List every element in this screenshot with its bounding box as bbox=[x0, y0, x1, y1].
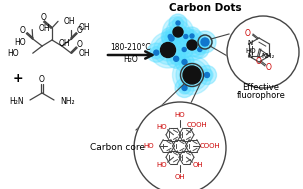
Text: O: O bbox=[245, 29, 251, 37]
Text: HO: HO bbox=[7, 49, 19, 58]
Circle shape bbox=[198, 35, 212, 50]
Text: H₂O: H₂O bbox=[124, 56, 138, 64]
Circle shape bbox=[183, 27, 201, 45]
Circle shape bbox=[162, 29, 181, 48]
Text: O: O bbox=[39, 75, 45, 84]
Circle shape bbox=[198, 66, 217, 84]
Circle shape bbox=[169, 23, 187, 40]
Text: 180-210°C: 180-210°C bbox=[111, 43, 151, 51]
Text: O: O bbox=[77, 26, 83, 35]
Circle shape bbox=[168, 35, 172, 39]
Circle shape bbox=[177, 29, 208, 60]
Text: Carbon core: Carbon core bbox=[91, 143, 145, 153]
Circle shape bbox=[150, 47, 162, 59]
Text: O: O bbox=[255, 57, 261, 67]
Circle shape bbox=[184, 36, 201, 53]
Text: HO: HO bbox=[156, 124, 167, 130]
Circle shape bbox=[187, 30, 198, 42]
Circle shape bbox=[182, 85, 187, 91]
Circle shape bbox=[201, 69, 213, 81]
Circle shape bbox=[173, 27, 183, 37]
Circle shape bbox=[172, 56, 211, 94]
Circle shape bbox=[154, 50, 159, 55]
Circle shape bbox=[180, 31, 191, 42]
Circle shape bbox=[169, 14, 187, 32]
Circle shape bbox=[170, 53, 182, 65]
Circle shape bbox=[176, 59, 208, 91]
Circle shape bbox=[190, 34, 194, 38]
Text: OH: OH bbox=[59, 39, 71, 47]
Text: H₂N: H₂N bbox=[9, 98, 24, 106]
Text: O: O bbox=[40, 13, 46, 22]
Circle shape bbox=[184, 35, 188, 39]
Text: fluorophore: fluorophore bbox=[237, 91, 285, 99]
Text: +: + bbox=[13, 71, 23, 84]
Text: O: O bbox=[266, 63, 272, 71]
Circle shape bbox=[175, 78, 194, 98]
Circle shape bbox=[176, 21, 180, 25]
Circle shape bbox=[165, 31, 176, 42]
Text: OH: OH bbox=[38, 24, 50, 33]
Circle shape bbox=[167, 49, 186, 68]
Circle shape bbox=[227, 16, 299, 88]
Text: COOH: COOH bbox=[187, 122, 208, 128]
Text: OH: OH bbox=[78, 23, 90, 32]
Text: OH: OH bbox=[64, 17, 76, 26]
Circle shape bbox=[174, 56, 179, 61]
Circle shape bbox=[161, 28, 179, 46]
Text: HO: HO bbox=[14, 38, 26, 46]
Text: N: N bbox=[247, 40, 252, 46]
Circle shape bbox=[177, 28, 195, 46]
Text: HO: HO bbox=[144, 143, 154, 149]
Circle shape bbox=[179, 63, 205, 88]
Circle shape bbox=[165, 33, 178, 45]
Text: HO: HO bbox=[175, 112, 185, 118]
Text: COOH: COOH bbox=[200, 143, 220, 149]
Circle shape bbox=[182, 47, 186, 51]
Circle shape bbox=[157, 39, 179, 61]
Text: O: O bbox=[77, 40, 83, 49]
Circle shape bbox=[183, 66, 201, 84]
Text: HO: HO bbox=[245, 48, 256, 54]
Text: N: N bbox=[247, 53, 252, 59]
Text: O: O bbox=[20, 26, 26, 35]
Circle shape bbox=[178, 56, 191, 68]
Circle shape bbox=[194, 44, 205, 55]
Circle shape bbox=[134, 102, 226, 189]
Text: NH₂: NH₂ bbox=[60, 98, 75, 106]
Circle shape bbox=[180, 33, 204, 57]
Circle shape bbox=[175, 40, 193, 59]
Circle shape bbox=[162, 16, 194, 47]
Circle shape bbox=[154, 36, 182, 64]
Text: OH: OH bbox=[78, 49, 90, 58]
Text: OH: OH bbox=[192, 162, 203, 168]
Circle shape bbox=[191, 40, 209, 59]
Circle shape bbox=[166, 20, 190, 44]
Circle shape bbox=[169, 36, 174, 41]
Text: Effective: Effective bbox=[242, 84, 279, 92]
Circle shape bbox=[147, 43, 166, 62]
Circle shape bbox=[178, 82, 191, 94]
Circle shape bbox=[205, 73, 209, 77]
Circle shape bbox=[172, 18, 184, 29]
Circle shape bbox=[194, 31, 216, 53]
Circle shape bbox=[201, 38, 209, 46]
Circle shape bbox=[175, 53, 194, 71]
Text: HO: HO bbox=[156, 162, 167, 168]
Circle shape bbox=[187, 40, 197, 50]
Text: NH₂: NH₂ bbox=[261, 53, 275, 59]
Circle shape bbox=[182, 60, 187, 64]
Circle shape bbox=[161, 43, 175, 57]
Text: Carbon Dots: Carbon Dots bbox=[169, 3, 241, 13]
Circle shape bbox=[198, 47, 202, 51]
Circle shape bbox=[179, 44, 190, 55]
Text: OH: OH bbox=[175, 174, 185, 180]
Circle shape bbox=[150, 32, 186, 68]
